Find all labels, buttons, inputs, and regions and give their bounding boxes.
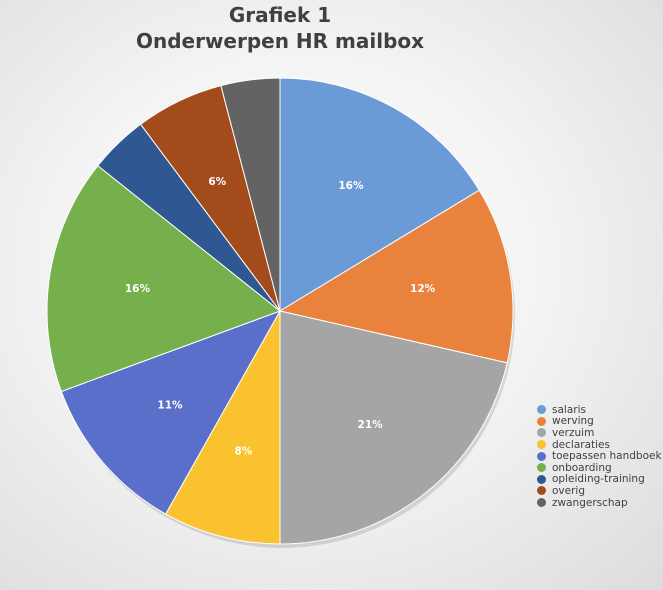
legend-label: opleiding-training bbox=[552, 473, 645, 486]
legend-label: toepassen handboek bbox=[552, 450, 662, 463]
legend-swatch bbox=[537, 428, 546, 438]
legend-item-salaris: salaris bbox=[537, 404, 663, 416]
pie-slice-werving bbox=[278, 189, 514, 364]
data-label-zwangerschap: 4% bbox=[238, 53, 256, 65]
pie-slice-zwangerschap bbox=[220, 77, 281, 312]
chart-legend: salaris werving verzuim declaraties toepasse… bbox=[537, 404, 663, 509]
legend-swatch bbox=[537, 451, 546, 461]
legend-item-verzuim: verzuim bbox=[537, 427, 663, 439]
pie-slice-onboarding bbox=[46, 165, 282, 393]
legend-label: overig bbox=[552, 484, 585, 497]
legend-swatch bbox=[537, 405, 546, 415]
legend-label: onboarding bbox=[552, 461, 612, 474]
pie-slice-toepassen-handboek bbox=[60, 310, 282, 515]
pie-slice-declaraties bbox=[164, 309, 281, 545]
legend-item-onboarding: onboarding bbox=[537, 462, 663, 474]
legend-swatch bbox=[537, 416, 546, 426]
data-label-verzuim: 21% bbox=[358, 419, 384, 431]
data-label-overig: 6% bbox=[208, 176, 226, 188]
legend-item-overig: overig bbox=[537, 485, 663, 497]
legend-swatch bbox=[537, 486, 546, 496]
legend-label: verzuim bbox=[552, 426, 595, 439]
legend-item-zwangerschap: zwangerschap bbox=[537, 497, 663, 509]
legend-label: zwangerschap bbox=[552, 496, 628, 509]
legend-swatch bbox=[537, 474, 546, 484]
pie-slice-verzuim bbox=[279, 310, 508, 545]
legend-item-werving: werving bbox=[537, 415, 663, 428]
legend-item-opleiding-training: opleiding-training bbox=[537, 473, 663, 486]
data-label-declaraties: 8% bbox=[234, 446, 252, 458]
legend-swatch bbox=[537, 463, 546, 473]
legend-swatch bbox=[537, 440, 546, 450]
legend-swatch bbox=[537, 498, 546, 508]
data-label-onboarding: 16% bbox=[125, 283, 151, 295]
legend-label: werving bbox=[552, 415, 594, 428]
data-label-werving: 12% bbox=[410, 283, 436, 295]
pie-slice-salaris bbox=[279, 77, 480, 312]
legend-label: salaris bbox=[552, 403, 586, 416]
data-label-salaris: 16% bbox=[338, 180, 364, 192]
chart-title: Grafiek 1 Onderwerpen HR mailbox bbox=[0, 2, 560, 54]
chart-title-line1: Grafiek 1 bbox=[228, 3, 332, 27]
legend-label: declaraties bbox=[552, 438, 610, 451]
legend-item-toepassen-handboek: toepassen handboek bbox=[537, 450, 663, 462]
data-label-toepassen-handboek: 11% bbox=[157, 400, 183, 412]
chart-title-line2: Onderwerpen HR mailbox bbox=[135, 29, 425, 53]
legend-item-declaraties: declaraties bbox=[537, 439, 663, 451]
data-label-opleiding-training: 4% bbox=[94, 123, 112, 135]
